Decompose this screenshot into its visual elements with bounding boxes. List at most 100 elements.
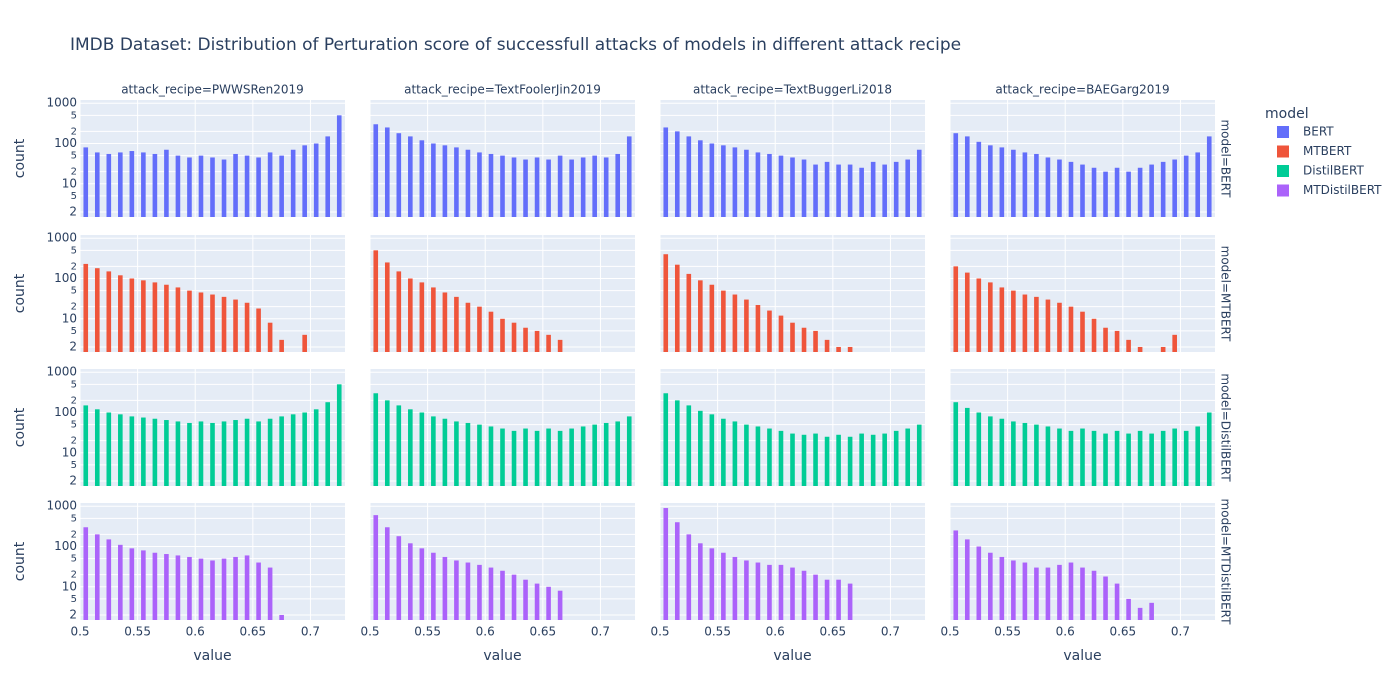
bar (1137, 167, 1143, 217)
bar (279, 339, 284, 352)
bar (813, 574, 818, 620)
bar (674, 131, 680, 217)
bar (198, 292, 204, 352)
bar (477, 152, 482, 217)
bar (1091, 167, 1097, 217)
bar (882, 433, 887, 486)
bar (267, 567, 273, 620)
bar (790, 567, 795, 620)
bar (325, 136, 331, 217)
column-label: attack_recipe=TextBuggerLi2018 (693, 83, 892, 97)
bar (279, 614, 284, 620)
legend-label: DistilBERT (1303, 164, 1364, 178)
y-tick-label: 1000 (46, 96, 77, 110)
bar (442, 145, 448, 217)
bar (164, 420, 169, 486)
bar (129, 151, 135, 217)
bar (396, 536, 402, 620)
x-tick-label: 0.55 (414, 625, 441, 639)
bar (1068, 306, 1074, 352)
bar (755, 426, 761, 486)
bar (384, 262, 390, 352)
bar (732, 147, 738, 217)
bar (663, 393, 669, 486)
bar (267, 152, 273, 217)
bar (1206, 412, 1212, 486)
bar (859, 167, 864, 217)
bar (1172, 159, 1177, 217)
bar (999, 418, 1005, 486)
bar (198, 558, 204, 620)
y-tick-label: 2 (71, 167, 77, 178)
bar (419, 282, 425, 352)
bar (198, 155, 204, 217)
bar (686, 534, 692, 620)
bar (152, 153, 158, 217)
bar (118, 544, 123, 620)
bar (511, 322, 517, 352)
bar (698, 140, 703, 217)
bar (94, 268, 100, 352)
bar (1068, 430, 1074, 486)
bar (836, 579, 841, 620)
bar (500, 318, 505, 352)
bar (836, 164, 841, 217)
bar (813, 433, 818, 486)
y-tick-label: 5 (71, 420, 77, 431)
y-tick-label: 5 (71, 594, 77, 605)
bar (721, 418, 726, 486)
bar (824, 436, 830, 486)
y-tick-label: 2 (71, 261, 77, 272)
legend-label: MTBERT (1303, 144, 1352, 158)
column-label: attack_recipe=TextFoolerJin2019 (404, 83, 601, 97)
bar (569, 428, 574, 486)
bar (442, 556, 448, 620)
y-axis-title: count (12, 138, 28, 178)
bar (290, 149, 296, 217)
bar (686, 273, 692, 352)
bar (1045, 426, 1051, 486)
bar (141, 280, 146, 352)
bar (709, 414, 715, 486)
bar (511, 574, 517, 620)
bar (210, 294, 215, 352)
bar (325, 402, 331, 486)
bar (408, 543, 413, 620)
bar (988, 416, 993, 486)
bar (988, 552, 993, 620)
y-tick-label: 5 (71, 286, 77, 297)
bar (175, 155, 181, 217)
bar (1045, 299, 1051, 352)
bar (488, 567, 494, 620)
bar (976, 546, 982, 620)
bar (1091, 430, 1097, 486)
bar (1022, 562, 1028, 620)
bar (1057, 564, 1062, 620)
bar (118, 152, 123, 217)
bar (384, 527, 390, 620)
bar (511, 430, 517, 486)
bar (999, 556, 1005, 620)
bar (778, 430, 784, 486)
y-tick-label: 2 (71, 570, 77, 581)
bar (534, 157, 540, 217)
bar (175, 555, 181, 620)
bar (1057, 159, 1062, 217)
bar (1126, 598, 1131, 620)
bar (1011, 290, 1016, 352)
y-tick-label: 2 (71, 126, 77, 137)
bar (187, 556, 192, 620)
bar (267, 322, 273, 352)
bar (790, 433, 795, 486)
bar (1114, 167, 1120, 217)
bar (744, 149, 749, 217)
bar (408, 409, 413, 486)
bar (964, 539, 970, 620)
bar (373, 515, 379, 620)
bar (999, 147, 1005, 217)
bar (118, 414, 123, 486)
bar (557, 339, 563, 352)
bar (847, 436, 853, 486)
bar (164, 284, 169, 352)
y-tick-label: 2 (71, 436, 77, 447)
